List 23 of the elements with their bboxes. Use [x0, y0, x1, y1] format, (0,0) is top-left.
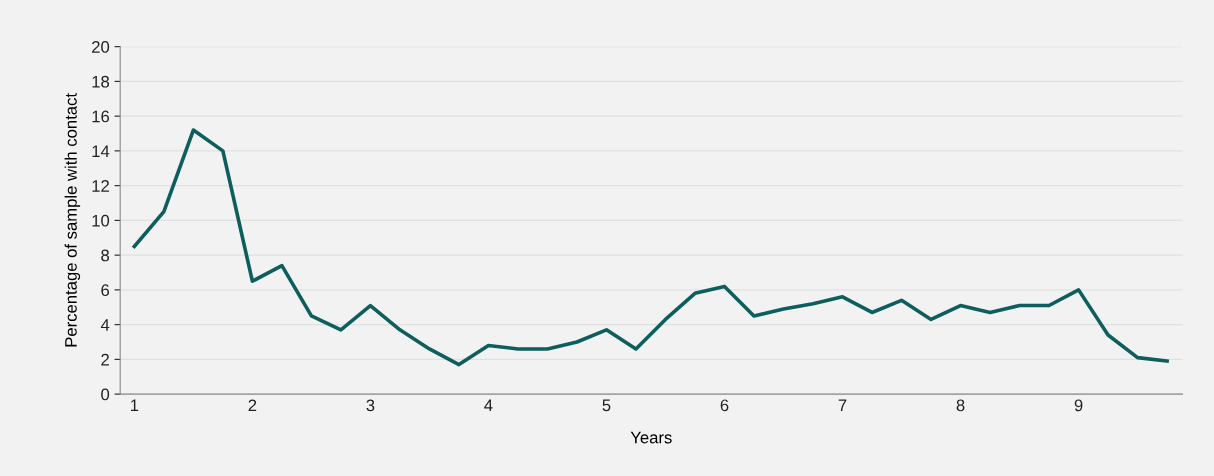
x-tick-label: 5 — [602, 399, 611, 412]
x-tick-label: 7 — [838, 399, 847, 412]
x-axis-title: Years — [630, 431, 672, 444]
y-tick-label: 10 — [92, 214, 110, 227]
x-tick-label: 8 — [956, 399, 965, 412]
y-tick-label: 8 — [101, 249, 110, 262]
y-tick-label: 16 — [92, 110, 110, 123]
x-tick-label: 2 — [248, 399, 257, 412]
x-tick-label: 4 — [484, 399, 493, 412]
y-axis-title: Percentage of sample with contact — [64, 93, 81, 347]
y-tick-label: 0 — [101, 388, 110, 401]
line-series — [132, 128, 1169, 367]
y-tick-label: 2 — [101, 353, 109, 366]
y-tick-label: 14 — [92, 145, 110, 157]
y-tick-label: 18 — [92, 75, 110, 88]
y-tick-label: 12 — [92, 180, 109, 192]
x-tick-label: 1 — [130, 399, 139, 412]
y-tick-label: 20 — [92, 41, 110, 53]
y-tick-label: 4 — [100, 319, 110, 331]
x-tick-label: 3 — [366, 399, 375, 412]
x-tick-label: 9 — [1074, 399, 1083, 412]
y-tick-label: 6 — [101, 284, 110, 297]
x-tick-label: 6 — [720, 399, 729, 412]
